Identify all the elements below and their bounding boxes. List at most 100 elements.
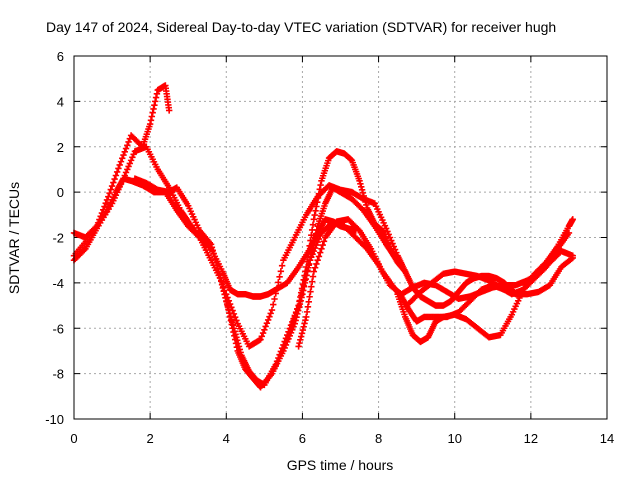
x-tick-label: 6 <box>299 431 306 446</box>
plus-marker <box>212 256 219 263</box>
y-axis-label: SDTVAR / TECUs <box>6 182 22 294</box>
chart-title: Day 147 of 2024, Sidereal Day-to-day VTE… <box>46 19 556 35</box>
plus-marker <box>285 332 292 340</box>
y-tick-label: -2 <box>52 231 64 246</box>
plus-marker <box>235 343 243 350</box>
plus-marker <box>227 312 234 320</box>
plus-marker <box>280 341 287 349</box>
plus-marker <box>213 262 221 269</box>
x-tick-label: 4 <box>223 431 230 446</box>
plus-marker <box>357 180 364 188</box>
data-series <box>131 148 409 389</box>
plus-marker <box>295 302 302 309</box>
plus-marker <box>229 307 236 314</box>
plus-marker <box>356 177 363 184</box>
plus-marker <box>152 98 159 105</box>
y-tick-label: 2 <box>57 140 64 155</box>
plus-marker <box>314 256 321 264</box>
plus-marker <box>209 247 216 254</box>
plus-marker <box>385 231 392 238</box>
plus-marker <box>359 189 367 197</box>
plus-marker <box>218 281 226 288</box>
x-tick-label: 0 <box>70 431 77 446</box>
plus-marker <box>569 252 576 259</box>
plus-marker <box>306 293 313 300</box>
plus-marker <box>303 313 310 321</box>
plus-marker <box>317 181 324 189</box>
plus-marker <box>304 303 312 311</box>
plus-marker <box>129 154 136 161</box>
plus-marker <box>258 333 266 340</box>
plus-marker <box>207 241 215 248</box>
plus-marker <box>292 309 300 317</box>
plus-marker <box>306 242 313 250</box>
plus-marker <box>299 280 307 288</box>
plus-marker <box>299 287 306 294</box>
plus-marker <box>295 343 302 350</box>
plus-marker <box>112 172 120 179</box>
plus-marker <box>302 316 309 324</box>
plus-marker <box>308 253 315 261</box>
x-tick-label: 10 <box>447 431 461 446</box>
x-axis-label: GPS time / hours <box>287 457 394 473</box>
plus-marker <box>311 264 319 271</box>
plus-marker <box>276 351 283 358</box>
plus-marker <box>311 234 319 241</box>
plus-marker <box>124 142 131 149</box>
plus-marker <box>236 346 244 353</box>
plus-marker <box>313 241 320 249</box>
plus-marker <box>230 325 238 332</box>
plus-marker <box>233 317 240 324</box>
plus-marker <box>147 117 155 124</box>
plus-marker <box>355 226 362 233</box>
plus-marker <box>272 361 279 368</box>
plus-marker <box>219 284 227 292</box>
plus-marker <box>311 244 319 252</box>
plus-marker <box>308 283 315 290</box>
plus-marker <box>226 300 234 308</box>
plus-marker <box>232 331 239 338</box>
plus-marker <box>289 321 296 328</box>
plus-marker <box>107 186 115 193</box>
plus-marker <box>358 186 366 194</box>
plus-marker <box>102 200 109 207</box>
plus-marker <box>266 313 273 320</box>
plus-marker <box>275 354 282 362</box>
plus-marker <box>384 228 391 235</box>
plus-marker <box>216 271 223 279</box>
plus-marker <box>121 148 128 155</box>
plus-marker <box>297 336 304 344</box>
plus-marker <box>115 165 122 172</box>
plus-marker <box>229 319 236 326</box>
plus-marker <box>224 294 231 301</box>
plus-marker <box>130 151 137 158</box>
plus-marker <box>541 265 549 272</box>
plus-marker <box>113 168 121 176</box>
plus-marker <box>263 320 271 327</box>
plus-marker <box>148 113 156 120</box>
plus-marker <box>287 325 295 332</box>
plus-marker <box>152 94 160 101</box>
plus-marker <box>315 253 323 260</box>
plus-marker <box>276 273 283 281</box>
plus-marker <box>300 323 307 330</box>
plus-marker <box>229 322 237 329</box>
x-tick-label: 12 <box>524 431 538 446</box>
plus-marker <box>146 120 154 128</box>
plus-marker <box>297 292 305 299</box>
plus-marker <box>358 183 365 191</box>
plus-marker <box>278 344 286 352</box>
plus-marker <box>217 274 224 282</box>
plus-marker <box>308 278 316 285</box>
plus-marker <box>127 157 135 164</box>
plus-marker <box>122 169 130 176</box>
plus-marker <box>225 297 233 304</box>
x-tick-label: 14 <box>600 431 614 446</box>
axis-ticks: 0 2 4 6 8 10 12 14 -10 -8 -6 -4 -2 0 2 4 6 <box>45 49 614 446</box>
plus-marker <box>300 282 307 289</box>
plus-marker <box>286 328 293 336</box>
plus-marker <box>218 278 225 285</box>
plus-marker <box>259 329 267 337</box>
plus-marker <box>298 330 306 337</box>
plus-marker <box>309 250 316 258</box>
